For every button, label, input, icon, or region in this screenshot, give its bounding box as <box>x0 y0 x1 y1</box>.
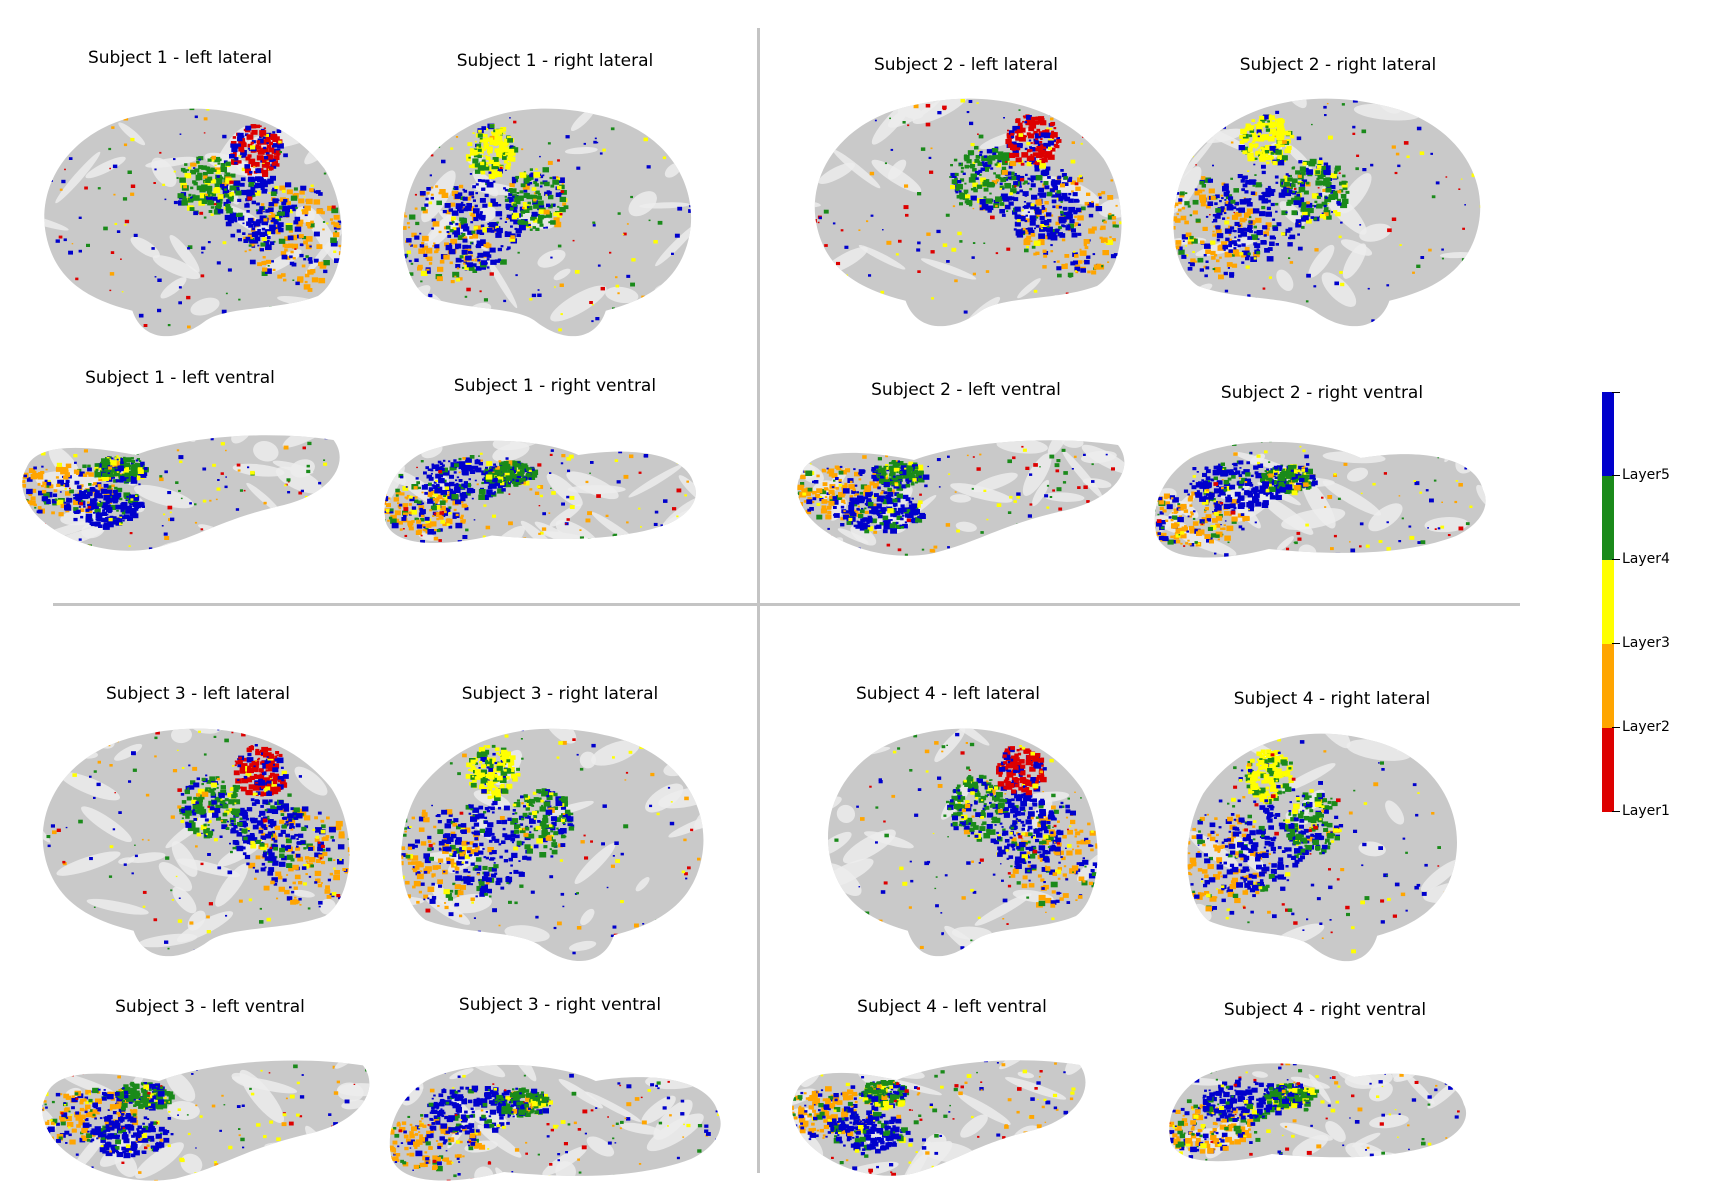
colorbar-tick <box>1612 392 1620 393</box>
colorbar-label: Layer2 <box>1622 719 1670 735</box>
colorbar-label: Layer5 <box>1622 467 1670 483</box>
view-title: Subject 3 - left lateral <box>105 684 291 704</box>
brain-surface-s1-left-lateral <box>44 108 342 337</box>
view-title: Subject 2 - right ventral <box>1220 383 1424 403</box>
view-title: Subject 4 - right ventral <box>1223 1000 1427 1020</box>
brain-surface-s4-right-lateral <box>1187 733 1458 962</box>
colorbar-segment <box>1602 644 1614 728</box>
colorbar-segment <box>1602 560 1614 644</box>
view-title: Subject 3 - left ventral <box>115 997 305 1017</box>
view-title: Subject 1 - right lateral <box>456 51 654 71</box>
brain-surface-s3-right-ventral <box>389 1064 721 1181</box>
brain-surface-s2-left-ventral <box>797 440 1125 556</box>
brain-surface-s3-left-ventral <box>42 1060 370 1181</box>
colorbar-segment <box>1602 476 1614 560</box>
view-title: Subject 2 - right lateral <box>1239 55 1437 75</box>
brain-surface-s3-right-lateral <box>401 728 704 962</box>
view-title: Subject 1 - right ventral <box>453 376 657 396</box>
colorbar-segment <box>1602 728 1614 812</box>
view-title: Subject 4 - left ventral <box>857 997 1047 1017</box>
brain-surface-s1-right-lateral <box>402 108 692 337</box>
colorbar-tick <box>1612 811 1620 812</box>
view-title: Subject 2 - left lateral <box>873 55 1059 75</box>
vertical-divider <box>757 28 760 1173</box>
view-title: Subject 3 - right lateral <box>461 684 659 704</box>
colorbar-label: Layer4 <box>1622 551 1670 567</box>
colorbar <box>1602 392 1614 814</box>
cortex-surface <box>42 1060 370 1181</box>
colorbar-tick <box>1612 559 1620 560</box>
surface-pattern <box>389 1064 721 1181</box>
colorbar-label: Layer3 <box>1622 635 1670 651</box>
brain-surface-s4-left-ventral <box>792 1060 1086 1176</box>
view-title: Subject 1 - left ventral <box>85 368 275 388</box>
brain-surface-s2-right-lateral <box>1173 98 1481 327</box>
view-title: Subject 3 - right ventral <box>458 995 662 1015</box>
colorbar-segment <box>1602 392 1614 476</box>
colorbar-tick <box>1612 475 1620 476</box>
view-title: Subject 2 - left ventral <box>871 380 1061 400</box>
brain-surface-s4-left-lateral <box>827 728 1098 957</box>
brain-surface-s3-left-lateral <box>42 728 350 957</box>
brain-surface-s1-right-ventral <box>384 440 696 544</box>
colorbar-label: Layer1 <box>1622 803 1670 819</box>
colorbar-tick <box>1612 727 1620 728</box>
brain-surface-s4-right-ventral <box>1169 1063 1467 1162</box>
surface-pattern <box>797 440 1125 556</box>
brain-surface-s2-left-lateral <box>814 98 1122 327</box>
surface-pattern <box>44 108 342 337</box>
view-title: Subject 4 - right lateral <box>1233 689 1431 709</box>
surface-pattern <box>1173 98 1481 327</box>
horizontal-divider <box>53 603 1520 606</box>
brain-surface-s2-right-ventral <box>1154 441 1486 558</box>
colorbar-tick <box>1612 643 1620 644</box>
brain-surface-s1-left-ventral <box>22 435 340 551</box>
view-title: Subject 1 - left lateral <box>87 48 273 68</box>
view-title: Subject 4 - left lateral <box>855 684 1041 704</box>
